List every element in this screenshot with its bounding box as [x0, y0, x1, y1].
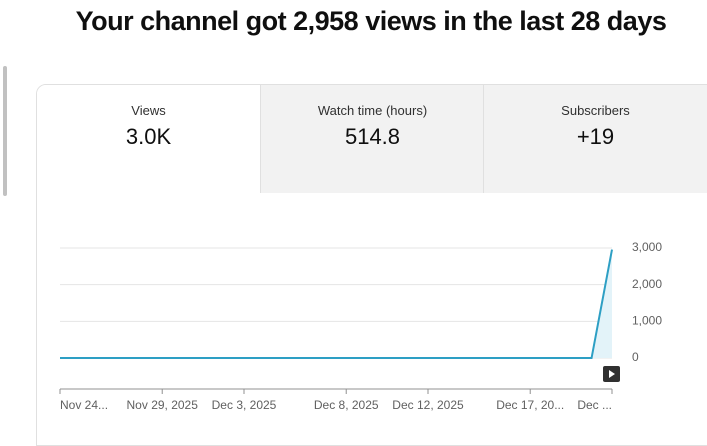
- x-tick-label: Dec ...: [577, 398, 612, 412]
- tab-value: 3.0K: [125, 124, 172, 149]
- tab-label: Subscribers: [561, 103, 630, 118]
- page: Your channel got 2,958 views in the last…: [3, 6, 707, 446]
- x-tick-label: Dec 3, 2025: [212, 398, 277, 412]
- tab[interactable]: Subscribers +19: [483, 85, 707, 193]
- tab-value: 514.8: [344, 124, 401, 149]
- chart: 0 1,000 2,000 3,000 Nov 24... Nov 29, 2025 Dec…: [59, 240, 662, 412]
- x-tick-label: Dec 8, 2025: [314, 398, 379, 412]
- tab[interactable]: Views 3.0K: [37, 85, 260, 193]
- y-tick-label: 3,000: [632, 240, 662, 254]
- x-tick-label: Dec 17, 20...: [496, 398, 564, 412]
- y-tick-label: 1,000: [632, 314, 662, 328]
- tab[interactable]: Watch time (hours) 514.8: [260, 85, 484, 193]
- x-tick-label: Dec 12, 2025: [392, 398, 464, 412]
- x-tick-label: Nov 24...: [60, 398, 108, 412]
- headline: Your channel got 2,958 views in the last…: [75, 6, 667, 36]
- line: [60, 249, 613, 359]
- x-tick-label: Nov 29, 2025: [127, 398, 199, 412]
- y-tick-label: 0: [632, 350, 639, 364]
- tab-label: Watch time (hours): [317, 103, 428, 118]
- play-button[interactable]: [603, 366, 620, 382]
- tab-label: Views: [131, 103, 166, 118]
- tab-value: +19: [576, 124, 615, 149]
- y-tick-label: 2,000: [632, 277, 662, 291]
- area: [60, 249, 612, 358]
- analytics-card: Views 3.0K Watch time (hours) 514.8 Subs…: [36, 84, 707, 446]
- scrollbar[interactable]: [3, 66, 7, 196]
